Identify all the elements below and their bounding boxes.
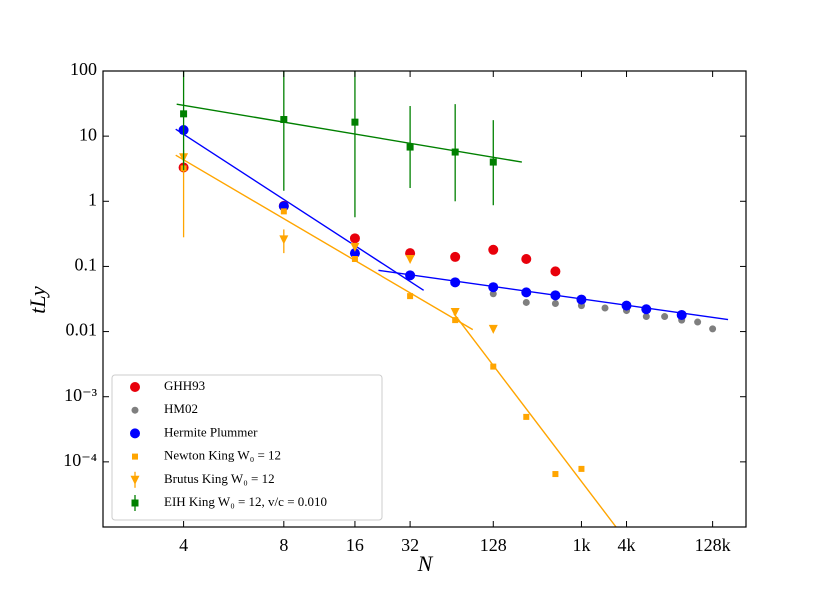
y-tick-label: 0.1: [75, 255, 98, 275]
point: [350, 242, 360, 252]
fit-line: [176, 103, 522, 163]
point: [450, 307, 460, 317]
point: [451, 148, 459, 156]
point: [550, 266, 561, 277]
legend-marker: [132, 453, 138, 460]
point: [522, 298, 530, 306]
point: [488, 282, 499, 293]
x-tick-label: 32: [401, 535, 419, 555]
fit-line: [453, 313, 617, 527]
legend-marker: [130, 382, 140, 392]
legend-marker: [131, 499, 139, 507]
point: [521, 287, 532, 298]
y-tick-label: 1: [88, 189, 97, 209]
legend-label: Brutus King W₀ = 12: [164, 471, 275, 486]
point: [601, 304, 609, 312]
point: [489, 290, 497, 298]
legend-label: GHH93: [164, 378, 205, 393]
fit-line: [175, 128, 425, 291]
point: [406, 143, 414, 151]
legend-label: EIH King W₀ = 12, v/c = 0.010: [164, 494, 327, 509]
point: [488, 244, 499, 255]
point: [552, 471, 559, 478]
x-tick-label: 1k: [572, 535, 590, 555]
plot-frame: [102, 70, 747, 528]
point: [551, 299, 559, 307]
point: [349, 248, 360, 259]
y-tick-label: 100: [70, 59, 97, 79]
point: [676, 309, 687, 320]
legend-marker: [130, 428, 140, 439]
legend-box: [111, 374, 383, 521]
point: [661, 313, 669, 321]
x-tick-label: 16: [346, 535, 364, 555]
y-tick-label: 10⁻⁴: [63, 450, 97, 470]
point: [405, 255, 415, 265]
legend-marker: [131, 406, 139, 414]
point: [279, 235, 289, 245]
x-axis-label: N: [417, 551, 434, 576]
fit-line: [175, 154, 474, 331]
point: [490, 363, 497, 370]
point: [641, 304, 652, 315]
x-tick-label: 4: [179, 535, 188, 555]
y-tick-label: 10: [79, 124, 97, 144]
plot-area: [175, 71, 729, 527]
point: [488, 324, 498, 334]
point: [280, 116, 288, 124]
legend-label: HM02: [164, 401, 198, 416]
point: [405, 270, 416, 281]
point: [351, 256, 358, 263]
point: [450, 277, 461, 288]
x-tick-label: 8: [279, 535, 288, 555]
point: [550, 290, 561, 301]
y-tick-label: 10⁻³: [64, 385, 98, 405]
point: [709, 325, 717, 333]
point: [523, 413, 530, 420]
point: [489, 158, 497, 166]
y-axis-label: tLy: [25, 286, 50, 314]
point: [578, 465, 585, 472]
legend-label: Hermite Plummer: [164, 424, 258, 439]
point: [450, 251, 461, 262]
point: [621, 300, 632, 311]
point: [452, 317, 459, 324]
point: [521, 254, 532, 265]
point: [576, 294, 587, 305]
legend-label: Newton King W₀ = 12: [164, 448, 281, 463]
x-tick-label: 128k: [695, 535, 731, 555]
point: [407, 293, 414, 300]
point: [349, 233, 360, 244]
legend-marker: [130, 475, 140, 485]
point: [180, 110, 188, 118]
point: [351, 118, 359, 126]
point: [642, 313, 650, 321]
x-tick-label: 4k: [618, 535, 636, 555]
point: [694, 318, 702, 326]
y-tick-label: 0.01: [66, 320, 98, 340]
point: [280, 208, 287, 215]
x-tick-label: 128: [480, 535, 507, 555]
